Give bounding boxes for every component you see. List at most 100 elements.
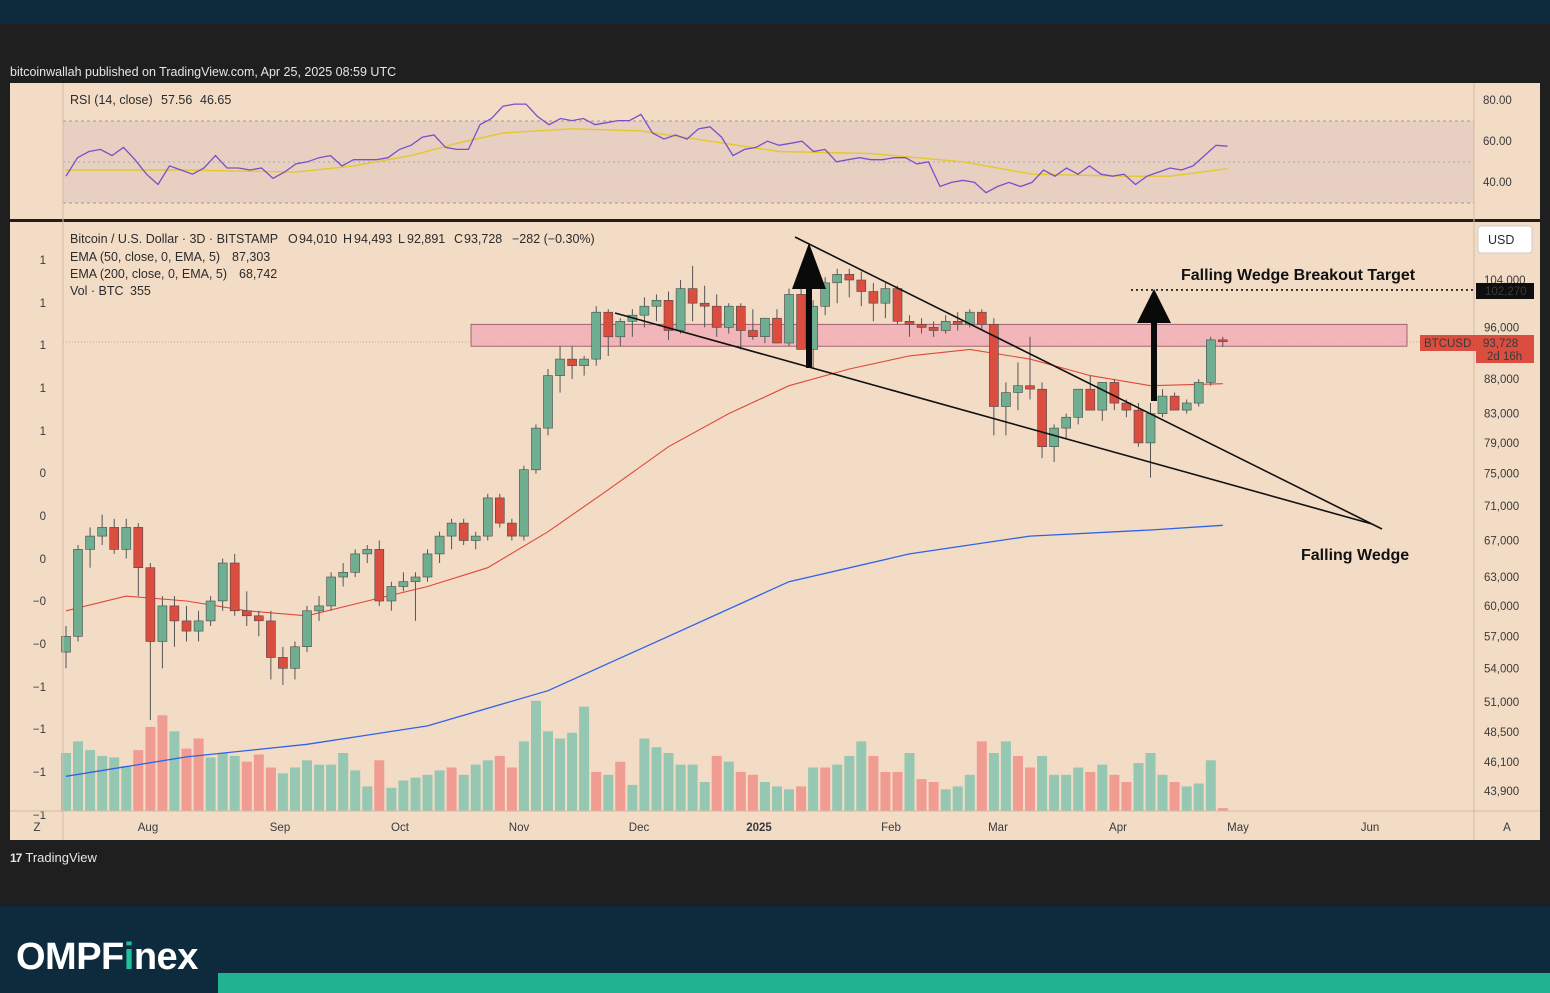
- candle: [1157, 389, 1168, 418]
- candle-body: [711, 305, 722, 328]
- volume-bar: [253, 754, 264, 811]
- month-label: Sep: [270, 822, 290, 834]
- volume-bar: [1097, 764, 1108, 811]
- candle-body: [1218, 339, 1228, 342]
- ohlc-h-label: H: [343, 232, 352, 246]
- ohlc-open: 94,010: [299, 232, 337, 246]
- price-tick: 79,000: [1484, 438, 1519, 450]
- candle-body: [302, 610, 312, 647]
- candle: [760, 317, 770, 344]
- volume-bar: [784, 789, 794, 812]
- month-label: 2025: [746, 822, 772, 834]
- candle-body: [1049, 427, 1059, 448]
- footer-accent-bar: [218, 973, 1550, 993]
- candle: [1049, 424, 1059, 462]
- candle-body: [73, 549, 83, 637]
- candle: [374, 540, 385, 606]
- volume-bar: [892, 771, 903, 811]
- ema50-line: [65, 348, 1223, 617]
- candle: [157, 596, 168, 669]
- rsi-ma-value: 46.65: [200, 93, 231, 107]
- candle-body: [1037, 388, 1047, 448]
- candle: [1073, 388, 1083, 425]
- tradingview-logo[interactable]: 17 TradingView: [10, 850, 97, 865]
- month-label: Nov: [509, 822, 530, 834]
- candle: [302, 605, 312, 653]
- candle-body: [205, 600, 216, 622]
- ohlc-close: 93,728: [464, 232, 502, 246]
- candle: [326, 572, 336, 611]
- candle: [820, 277, 831, 316]
- ohlc-change: −282 (−0.30%): [512, 232, 595, 246]
- candle-body: [1073, 388, 1083, 418]
- candle: [193, 610, 204, 642]
- candle-body: [410, 576, 421, 582]
- candle-body: [723, 305, 734, 328]
- candle-body: [193, 620, 204, 632]
- volume-bar: [699, 782, 710, 811]
- left-tick: 1: [40, 298, 46, 310]
- candle: [109, 518, 119, 554]
- volume-bar: [470, 764, 481, 811]
- volume-bar: [1013, 755, 1023, 811]
- candle-body: [1133, 409, 1144, 444]
- candle-body: [1025, 385, 1035, 390]
- volume-bar: [567, 732, 578, 811]
- left-tick: 0: [40, 554, 46, 566]
- volume-bar: [290, 767, 300, 811]
- candle: [217, 558, 228, 611]
- volume-bar: [458, 774, 469, 812]
- time-axis: Z Aug Sep Oct Nov Dec 2025 Feb Mar Apr M…: [33, 822, 1511, 834]
- chart-svg[interactable]: RSI (14, close) 57.56 46.65 80.00 60.00 …: [10, 83, 1540, 840]
- volume-bar: [398, 780, 409, 811]
- candle: [266, 610, 276, 680]
- candle-body: [482, 497, 493, 537]
- volume-bar: [687, 764, 698, 811]
- left-tick: −1: [33, 767, 46, 779]
- candle-body: [61, 635, 71, 653]
- volume-bar: [350, 770, 361, 811]
- price-tick: 67,000: [1484, 536, 1519, 548]
- candle-body: [904, 321, 915, 325]
- left-tick: 1: [40, 383, 46, 395]
- volume-bar: [85, 750, 96, 811]
- volume-bar: [277, 773, 288, 811]
- candles: [61, 265, 1228, 720]
- candle: [603, 309, 614, 356]
- candle-body: [868, 291, 879, 304]
- candle: [555, 346, 565, 393]
- candle-body: [976, 311, 987, 325]
- candle-body: [254, 615, 264, 622]
- volume-bar: [976, 741, 987, 811]
- corner-right-button[interactable]: A: [1503, 822, 1511, 834]
- corner-left-button[interactable]: Z: [33, 822, 40, 834]
- candle-body: [494, 497, 505, 524]
- price-tick: 88,000: [1484, 374, 1519, 386]
- candle: [145, 563, 156, 720]
- volume-bar: [157, 715, 168, 811]
- candle-body: [1169, 395, 1180, 411]
- rsi-label: RSI (14, close): [70, 93, 153, 107]
- volume-bar: [988, 753, 999, 811]
- target-price-box: [1476, 283, 1534, 299]
- candle-body: [266, 620, 276, 658]
- currency-button[interactable]: [1477, 225, 1533, 254]
- candle: [904, 315, 915, 337]
- candle: [928, 321, 939, 337]
- candle-body: [531, 427, 541, 471]
- candle: [579, 355, 589, 376]
- volume-bar: [543, 731, 553, 812]
- candle: [796, 285, 806, 350]
- left-tick: 1: [40, 255, 46, 267]
- candle: [1169, 392, 1180, 411]
- candle: [410, 572, 421, 621]
- volume-bar: [832, 764, 843, 811]
- candle-body: [916, 324, 927, 328]
- candle: [1109, 379, 1120, 411]
- price-tick: 96,000: [1484, 322, 1519, 334]
- rsi-line: [65, 103, 1228, 194]
- volume-bar: [1000, 741, 1011, 811]
- candle: [748, 309, 758, 340]
- candle: [772, 309, 782, 344]
- volume-bar: [615, 761, 626, 811]
